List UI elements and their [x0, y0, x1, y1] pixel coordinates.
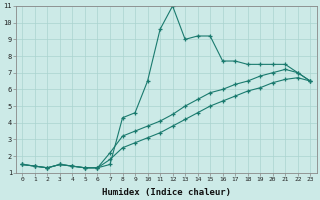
- X-axis label: Humidex (Indice chaleur): Humidex (Indice chaleur): [102, 188, 231, 197]
